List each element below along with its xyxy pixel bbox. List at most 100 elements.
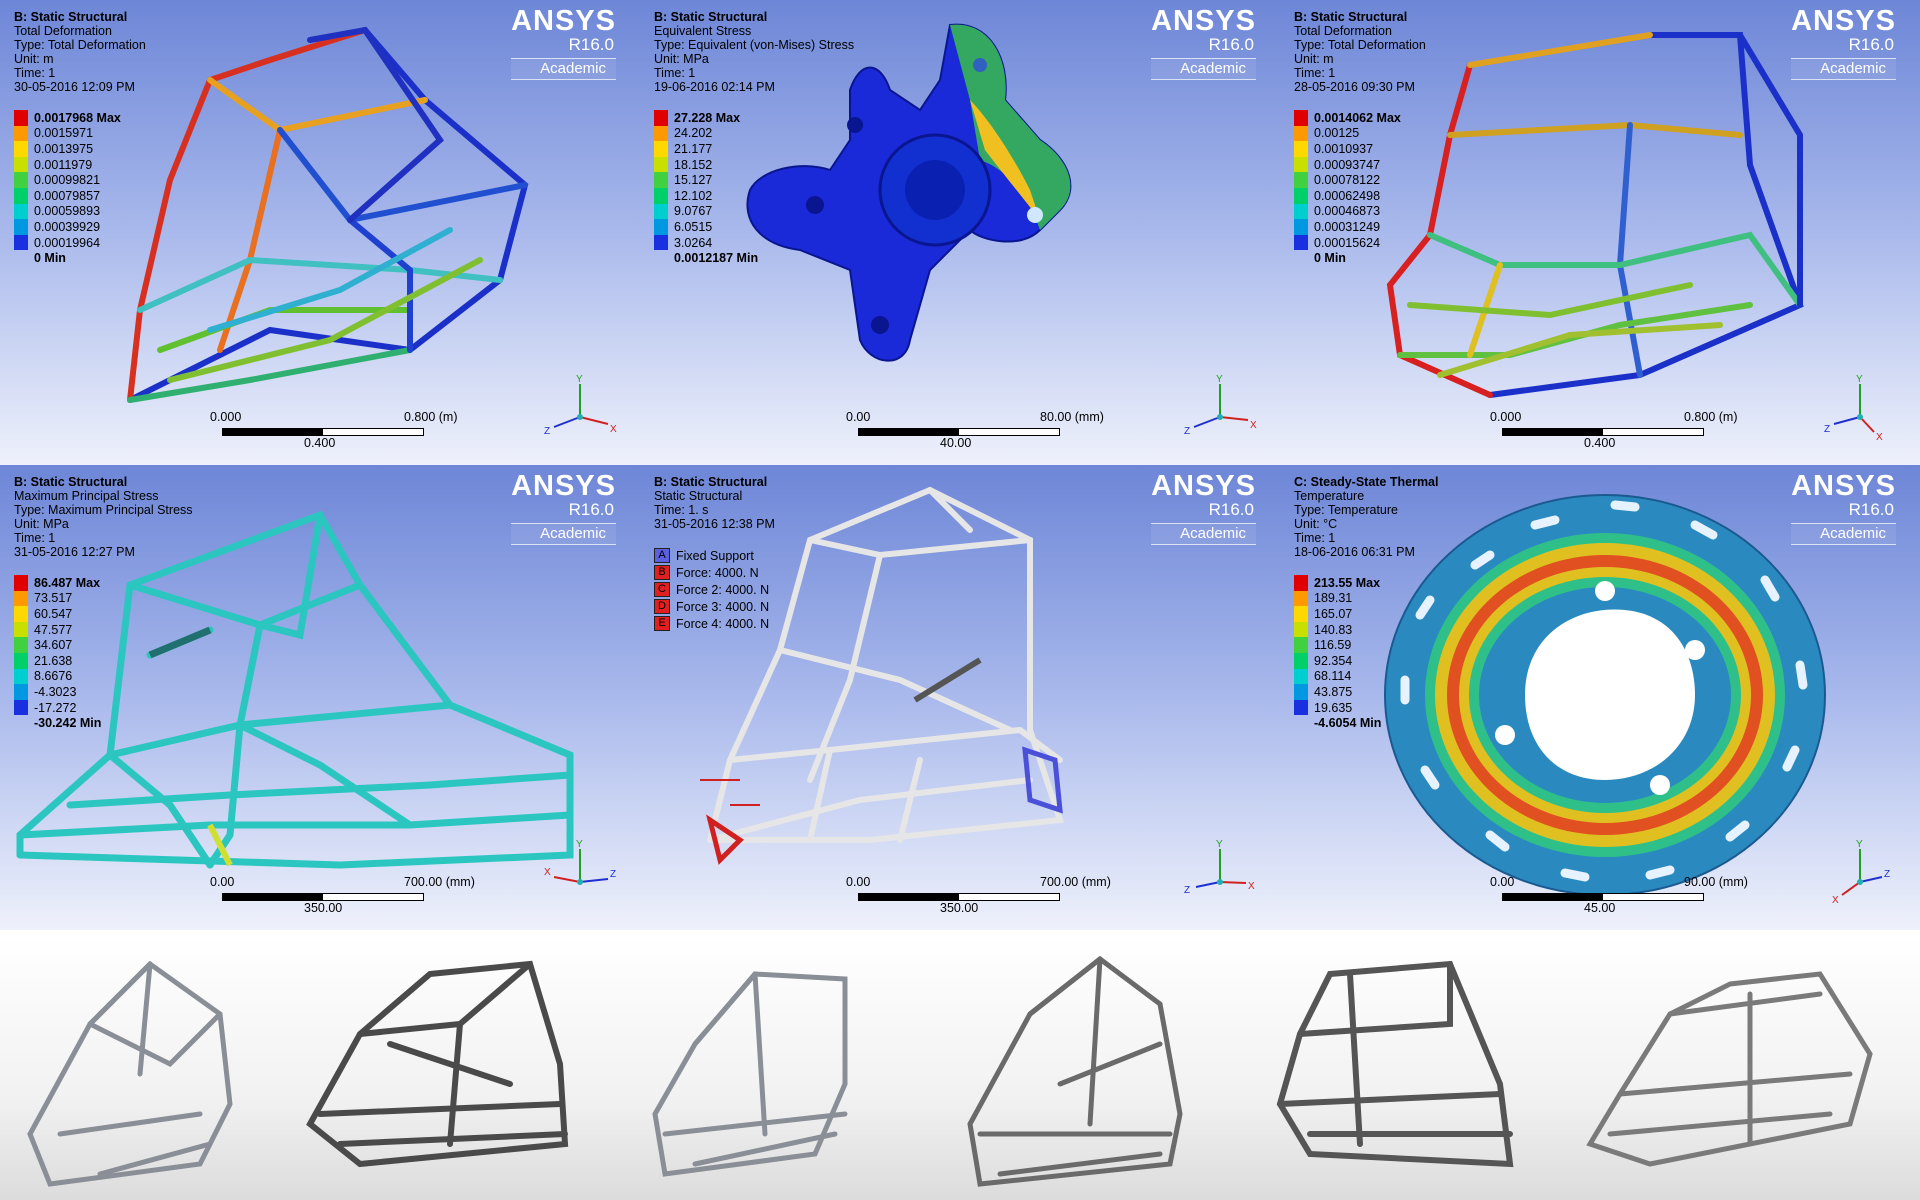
legend-value: 21.638 [34,653,73,668]
roll-cage-renders [0,934,1920,1200]
triad-z-label: Z [544,426,550,437]
panel-temperature: C: Steady-State Thermal Temperature Type… [1280,465,1920,930]
triad-z-label: Z [1184,885,1190,896]
color-legend: 86.487 Max 73.517 60.547 47.577 34.607 2… [14,575,101,731]
color-legend: 0.0017968 Max 0.0015971 0.0013975 0.0011… [14,110,121,266]
bc-label: Force 3: 4000. N [676,599,770,614]
bc-item-force-4[interactable]: E Force 4: 4000. N [654,615,769,632]
bc-label: Force: 4000. N [676,565,759,580]
analysis-title: B: Static Structural [14,10,128,24]
brand-name: ANSYS [511,5,616,37]
legend-value: -4.3023 [34,684,77,699]
brand-edition: Academic [511,58,616,80]
triad-y-label: Y [1216,374,1223,385]
brand-name: ANSYS [1791,470,1896,502]
roll-cage-render-image [967,955,1183,1187]
legend-value: 165.07 [1314,606,1353,621]
legend-value: 12.102 [674,188,713,203]
bc-item-fixed-support[interactable]: A Fixed Support [654,547,769,564]
result-unit: Unit: m [1294,52,1334,66]
brand-edition: Academic [1151,523,1256,545]
legend-max: 86.487 Max [34,575,101,590]
result-name: Maximum Principal Stress [14,489,159,503]
panel-total-deformation-2: B: Static Structural Total Deformation T… [1280,0,1920,465]
legend-min: -30.242 Min [34,716,102,731]
bc-item-force-3[interactable]: D Force 3: 4000. N [654,598,769,615]
ansys-results-grid: B: Static Structural Total Deformation T… [0,0,1920,930]
legend-value: 6.0515 [674,219,713,234]
triad-z-label: Z [1884,869,1890,880]
legend-value: 0.00062498 [1314,188,1381,203]
axis-triad-icon: Y Z X [1184,374,1257,437]
bc-tag: E [654,616,670,631]
render-6 [1550,934,1920,1200]
brand-name: ANSYS [1151,470,1256,502]
result-date: 18-06-2016 06:31 PM [1294,545,1415,559]
result-type: Type: Temperature [1294,503,1398,517]
brake-disc-thermal-model [1384,494,1826,896]
frame-loads-model [700,486,1065,865]
legend-value: 68.114 [1314,669,1352,684]
axis-triad-icon: Y Z X [1832,839,1890,906]
legend-value: 8.6676 [34,669,73,684]
render-5 [1250,934,1550,1200]
triad-y-label: Y [1856,839,1863,850]
legend-max: 0.0014062 Max [1314,110,1401,125]
result-time: Time: 1 [1294,531,1336,545]
result-date: 19-06-2016 02:14 PM [654,80,775,94]
brand-name: ANSYS [511,470,616,502]
result-date: 28-05-2016 09:30 PM [1294,80,1415,94]
brand-edition: Academic [1791,58,1896,80]
result-unit: Unit: MPa [14,517,69,531]
roll-cage-render-image [1586,971,1873,1167]
legend-value: 3.0264 [674,235,713,250]
legend-value: 116.59 [1314,638,1352,653]
scale-start: 0.00 [846,410,871,424]
brand-version: R16.0 [1848,35,1894,54]
bc-item-force[interactable]: B Force: 4000. N [654,564,769,581]
legend-value: 0.0013975 [34,141,94,156]
frame-deformation-model [127,26,529,403]
brand-edition: Academic [511,523,616,545]
axis-triad-icon: Y X Z [544,839,616,885]
triad-x-label: X [610,424,617,435]
panel-equivalent-stress: B: Static Structural Equivalent Stress T… [640,0,1280,465]
color-legend: 0.0014062 Max 0.00125 0.0010937 0.000937… [1294,110,1401,266]
brand-name: ANSYS [1151,5,1256,37]
panel-total-deformation-1: B: Static Structural Total Deformation T… [0,0,640,465]
result-header: B: Static Structural Total Deformation T… [14,10,146,94]
brand-version: R16.0 [568,35,614,54]
legend-min: 0 Min [1314,251,1346,266]
legend-value: 73.517 [34,591,73,606]
scale-start: 0.000 [1490,410,1522,424]
result-unit: Unit: MPa [654,52,709,66]
axis-triad-icon: Y Z X [544,374,617,437]
render-3 [615,934,920,1200]
bc-label: Force 2: 4000. N [676,582,770,597]
result-date: 30-05-2016 12:09 PM [14,80,135,94]
scale-end: 80.00 (mm) [1040,410,1104,424]
scale-end: 700.00 (mm) [1040,875,1111,889]
hub-stress-model [746,23,1072,362]
ansys-logo: ANSYS R16.0 Academic [1791,6,1896,80]
result-name: Static Structural [654,489,743,503]
color-legend: 27.228 Max 24.202 21.177 18.152 15.127 1… [654,110,758,266]
bc-item-force-2[interactable]: C Force 2: 4000. N [654,581,769,598]
brand-name: ANSYS [1791,5,1896,37]
panel-static-structural-setup: B: Static Structural Static Structural T… [640,465,1280,930]
boundary-conditions-list: A Fixed Support B Force: 4000. N C Force 2:… [654,547,769,632]
legend-value: 21.177 [674,141,713,156]
frame-stress-model [16,510,574,869]
result-time: Time: 1 [654,66,696,80]
scale-end: 0.800 (m) [1684,410,1738,424]
legend-value: 0.0010937 [1314,141,1374,156]
result-name: Total Deformation [14,24,112,38]
result-header: C: Steady-State Thermal Temperature Type… [1294,475,1438,559]
result-type: Type: Maximum Principal Stress [14,503,193,517]
result-type: Type: Total Deformation [1294,38,1426,52]
triad-x-label: X [1832,895,1839,906]
brand-edition: Academic [1791,523,1896,545]
triad-x-label: X [1876,432,1883,442]
result-time: Time: 1 [14,531,56,545]
result-header: B: Static Structural Static Structural T… [654,475,775,531]
